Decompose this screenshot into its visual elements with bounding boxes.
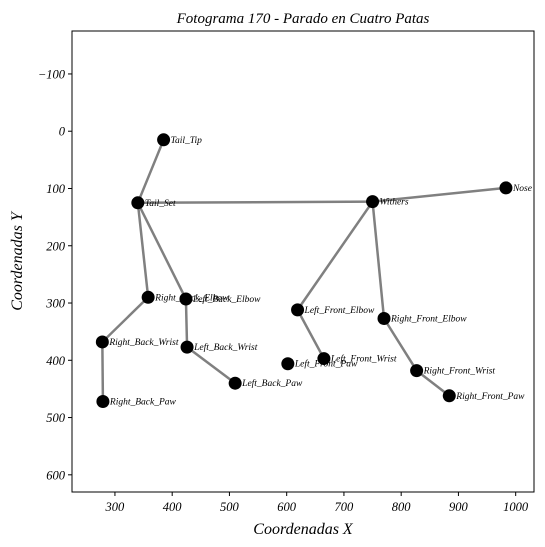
edge-withers-to-right-front-elbow — [371, 200, 386, 320]
point-left-back-paw — [228, 376, 242, 390]
label-right-back-elbow: Right_Back_Elbow — [154, 293, 229, 303]
edge-withers-to-nose — [371, 186, 508, 203]
keypoints — [95, 133, 513, 409]
edge-right-front-elbow-to-right-front-wrist — [382, 317, 418, 372]
label-right-front-paw: Right_Front_Paw — [455, 392, 525, 402]
point-right-front-elbow — [377, 311, 391, 325]
y-tick-label: −100 — [38, 67, 66, 81]
x-axis-ticks: 300 400 500 600 700 800 900 1000 — [105, 492, 529, 514]
label-right-back-wrist: Right_Back_Wrist — [108, 338, 178, 348]
label-left-front-wrist: Left_Front_Wrist — [330, 354, 397, 365]
edge-right-back-wrist-to-right-back-paw — [101, 340, 105, 403]
x-tick-label: 900 — [449, 500, 469, 514]
y-tick-label: 600 — [46, 468, 66, 482]
label-tail-set: Tail_Set — [145, 199, 176, 209]
chart-title: Fotograma 170 - Parado en Cuatro Patas — [176, 11, 430, 27]
x-tick-label: 800 — [392, 500, 412, 514]
point-left-front-paw — [281, 357, 295, 371]
label-left-front-elbow: Left_Front_Elbow — [304, 305, 376, 316]
point-nose — [499, 181, 513, 195]
edge-right-back-elbow-to-right-back-wrist — [101, 296, 150, 344]
x-tick-label: 500 — [220, 500, 240, 514]
label-left-front-paw: Left_Front_Paw — [294, 359, 358, 370]
point-tail-set — [131, 196, 145, 210]
x-tick-label: 300 — [105, 500, 126, 514]
label-left-back-wrist: Left_Back_Wrist — [193, 342, 258, 353]
plot-frame — [71, 30, 535, 493]
edge-tail-set-to-right-back-elbow — [136, 201, 150, 299]
point-right-back-elbow — [141, 290, 155, 304]
y-tick-label: 400 — [46, 354, 66, 368]
y-tick-label: 100 — [46, 182, 66, 196]
label-left-back-elbow: Left_Back_Elbow — [192, 294, 261, 305]
label-right-front-elbow: Right_Front_Elbow — [390, 314, 467, 324]
point-left-front-wrist — [317, 352, 331, 366]
label-tail-tip: Tail_Tip — [171, 136, 203, 146]
label-left-back-paw: Left_Back_Paw — [241, 378, 303, 389]
y-tick-label: 500 — [46, 411, 66, 425]
point-tail-tip — [157, 133, 171, 147]
point-withers — [366, 195, 380, 209]
edge-left-front-elbow-to-left-front-wrist — [296, 308, 326, 360]
edge-tail-tip-to-tail-set — [136, 138, 165, 205]
y-tick-label: 200 — [46, 239, 66, 253]
edge-tail-set-to-left-back-elbow — [136, 201, 188, 301]
edge-right-front-wrist-to-right-front-paw — [415, 369, 451, 398]
x-axis-label: Coordenadas X — [253, 521, 354, 538]
skeleton-edges — [101, 138, 508, 403]
point-right-back-wrist — [95, 335, 109, 349]
point-left-back-elbow — [179, 292, 193, 306]
label-nose: Nose — [512, 184, 532, 194]
point-right-back-paw — [96, 395, 110, 409]
edge-left-back-elbow-to-left-back-wrist — [184, 297, 189, 349]
label-right-back-paw: Right_Back_Paw — [109, 398, 177, 408]
x-tick-label: 400 — [163, 500, 183, 514]
x-tick-label: 1000 — [503, 500, 529, 514]
y-axis-ticks: −100 0 100 200 300 400 500 600 — [38, 67, 72, 482]
y-tick-label: 300 — [45, 297, 66, 311]
x-tick-label: 700 — [335, 500, 355, 514]
point-left-back-wrist — [180, 340, 194, 354]
x-tick-label: 600 — [277, 500, 297, 514]
label-withers: Withers — [380, 198, 409, 208]
y-axis-label: Coordenadas Y — [9, 210, 26, 311]
edge-left-back-wrist-to-left-back-paw — [185, 345, 237, 385]
label-right-front-wrist: Right_Front_Wrist — [423, 367, 496, 377]
keypoint-labels: Tail_Tip Tail_Set Withers Nose Right_Back_El… — [108, 136, 532, 408]
y-tick-label: 0 — [59, 125, 66, 139]
point-left-front-elbow — [291, 303, 305, 317]
edge-tail-set-to-withers — [136, 200, 374, 205]
point-right-front-paw — [442, 389, 456, 403]
point-right-front-wrist — [410, 364, 424, 378]
edge-withers-to-left-front-elbow — [296, 200, 374, 312]
